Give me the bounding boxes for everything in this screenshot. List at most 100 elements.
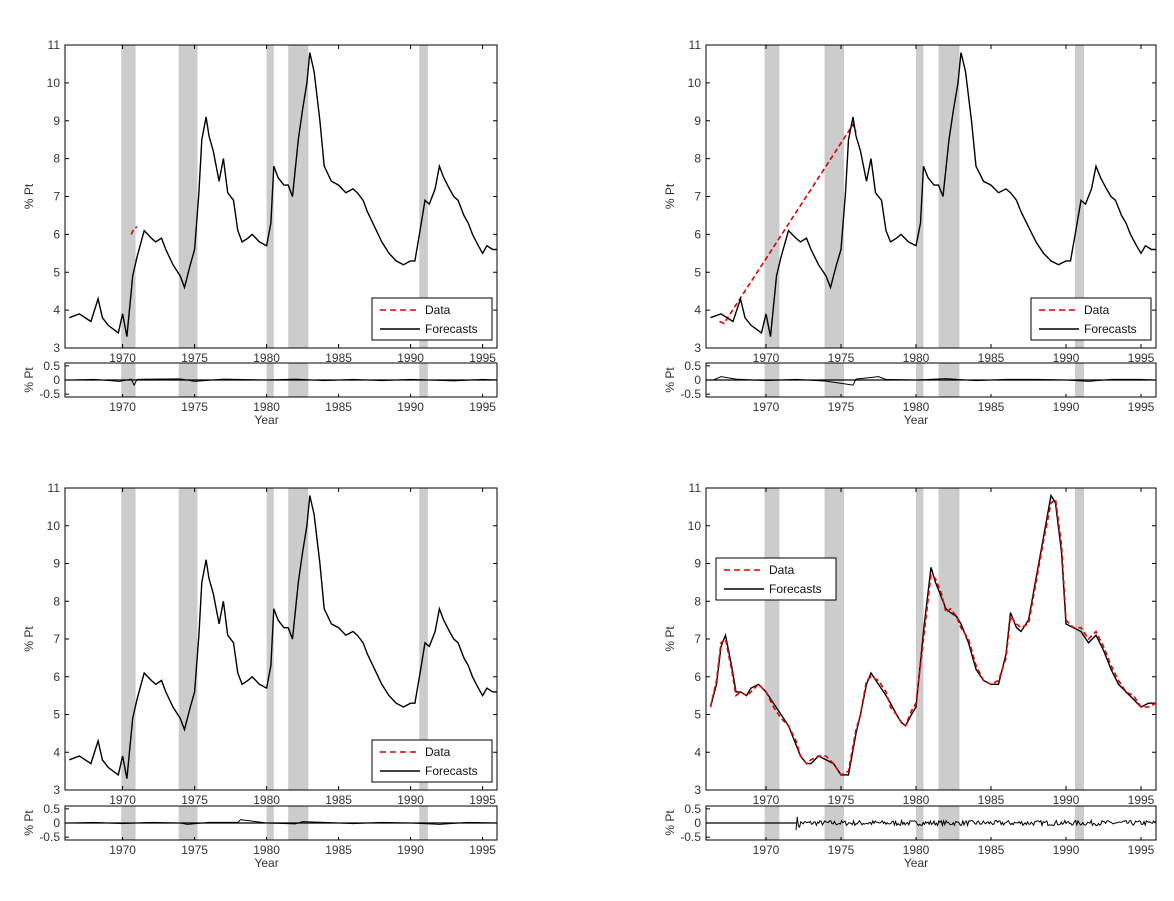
x-tick-label: 1975 (181, 351, 208, 365)
y-tick-label: 7 (694, 190, 701, 204)
sub-x-tick-label: 1995 (1128, 843, 1155, 857)
y-tick-label: 10 (688, 519, 702, 533)
sub-y-tick-label: 0.5 (43, 802, 60, 816)
x-tick-label: 1970 (753, 793, 780, 807)
recession-band (419, 488, 428, 790)
recession-band (178, 488, 198, 790)
recession-band (1075, 488, 1084, 790)
sub-y-tick-label: 0.5 (43, 359, 60, 373)
recession-band (419, 45, 428, 348)
sub-y-axis-label: % Pt (22, 367, 36, 393)
y-tick-label: 8 (53, 594, 60, 608)
sub-y-tick-label: -0.5 (39, 387, 60, 401)
recession-band (938, 45, 960, 348)
y-tick-label: 5 (694, 708, 701, 722)
series-line-data (719, 122, 857, 325)
legend-label-forecasts: Forecasts (425, 764, 478, 778)
recession-band (121, 488, 136, 790)
sub-x-tick-label: 1985 (978, 843, 1005, 857)
series-line-data (130, 226, 138, 235)
sub-y-tick-label: -0.5 (39, 830, 60, 844)
legend-box (1030, 297, 1152, 341)
y-tick-label: 10 (688, 76, 702, 90)
y-tick-label: 9 (694, 557, 701, 571)
recession-band (824, 45, 844, 348)
sub-y-tick-label: 0 (53, 816, 60, 830)
panel-top-right: 3 4 5 6 7 8 9 10 11 1970 1970 1975 1975 1980 1980 1985 1… (663, 38, 1157, 427)
sub-x-tick-label: 1970 (753, 843, 780, 857)
y-tick-label: 8 (694, 594, 701, 608)
y-tick-label: 11 (689, 38, 702, 52)
y-tick-label: 6 (53, 227, 60, 241)
sub-x-tick-label: 1980 (903, 843, 930, 857)
sub-x-tick-label: 1975 (181, 843, 208, 857)
sub-x-tick-label: 1990 (397, 843, 424, 857)
legend-box (715, 557, 837, 601)
legend-label-data: Data (425, 745, 451, 759)
recession-band (824, 488, 844, 790)
sub-y-tick-label: 0 (694, 816, 701, 830)
legend-label-data: Data (425, 303, 451, 317)
y-tick-label: 6 (694, 227, 701, 241)
x-tick-label: 1990 (397, 793, 424, 807)
sub-x-tick-label: 1995 (469, 843, 496, 857)
recession-band (1075, 45, 1084, 348)
y-tick-label: 6 (694, 670, 701, 684)
y-tick-label: 9 (694, 114, 701, 128)
sub-y-tick-label: -0.5 (680, 830, 701, 844)
legend-label-data: Data (769, 563, 795, 577)
main-y-axis-label: % Pt (22, 183, 36, 209)
recession-band-sub (916, 806, 924, 840)
sub-x-tick-label: 1985 (978, 400, 1005, 414)
recession-band (288, 45, 309, 348)
legend: Data Forecasts (371, 739, 493, 783)
residual-line (72, 378, 498, 387)
x-tick-label: 1990 (397, 351, 424, 365)
recession-band (764, 488, 780, 790)
y-tick-label: 4 (53, 303, 60, 317)
legend-box (371, 297, 493, 341)
residual-line (795, 816, 1157, 831)
sub-x-tick-label: 1970 (753, 400, 780, 414)
panel-top-left: 3 4 5 6 7 8 9 10 11 1970 1970 1975 1975 1980 1980 1985 1… (22, 38, 498, 427)
sub-x-tick-label: 1980 (253, 400, 280, 414)
x-tick-label: 1985 (978, 351, 1005, 365)
x-axis-label: Year (904, 413, 928, 427)
sub-x-tick-label: 1990 (1053, 400, 1080, 414)
x-axis-label: Year (254, 856, 278, 870)
sub-y-axis-label: % Pt (663, 810, 677, 836)
y-tick-label: 7 (53, 190, 60, 204)
recession-band-sub (824, 806, 844, 840)
panel-bottom-right: 3 4 5 6 7 8 9 10 11 1970 1970 1975 1975 1980 1980 1985 1… (663, 481, 1157, 870)
recession-band (266, 488, 274, 790)
x-tick-label: 1985 (325, 793, 352, 807)
sub-y-axis-label: % Pt (22, 810, 36, 836)
sub-x-tick-label: 1980 (253, 843, 280, 857)
sub-x-tick-label: 1995 (469, 400, 496, 414)
sub-y-axis-label: % Pt (663, 367, 677, 393)
main-y-axis-label: % Pt (22, 626, 36, 652)
x-tick-label: 1975 (181, 793, 208, 807)
series-line-data (709, 497, 1157, 776)
x-tick-label: 1990 (1053, 351, 1080, 365)
y-tick-label: 9 (53, 114, 60, 128)
legend-box (371, 739, 493, 783)
x-tick-label: 1995 (1128, 351, 1155, 365)
x-axis-label: Year (254, 413, 278, 427)
y-tick-label: 3 (53, 783, 60, 797)
x-tick-label: 1970 (753, 351, 780, 365)
recession-band (121, 45, 136, 348)
y-tick-label: 5 (53, 708, 60, 722)
y-tick-label: 4 (53, 745, 60, 759)
sub-y-tick-label: 0 (694, 373, 701, 387)
sub-y-tick-label: 0.5 (684, 802, 701, 816)
x-tick-label: 1970 (109, 793, 136, 807)
y-tick-label: 5 (694, 265, 701, 279)
x-tick-label: 1995 (469, 351, 496, 365)
recession-band (764, 45, 780, 348)
x-tick-label: 1995 (1128, 793, 1155, 807)
series-line-forecasts (69, 52, 497, 337)
y-tick-label: 8 (53, 152, 60, 166)
y-tick-label: 11 (48, 38, 61, 52)
recession-band (916, 488, 924, 790)
